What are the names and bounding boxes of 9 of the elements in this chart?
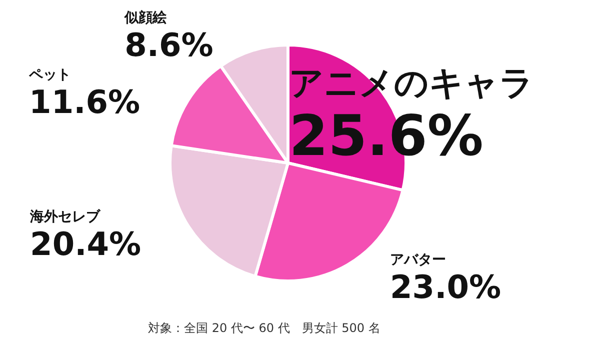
data-label: 8.6% [124, 26, 214, 64]
data-label: 11.6% [29, 82, 140, 121]
text: 対象：全国 20 代〜 60 代 男女計 500 名 [148, 321, 380, 335]
slice-label: ペット [28, 66, 72, 83]
slice-label: アバター [390, 252, 446, 268]
slice-label: 似顔絵 [124, 9, 168, 26]
slice-label: 海外セレブ [29, 208, 102, 225]
data-label: 20.4% [30, 224, 142, 263]
data-label: 23.0% [390, 268, 502, 306]
